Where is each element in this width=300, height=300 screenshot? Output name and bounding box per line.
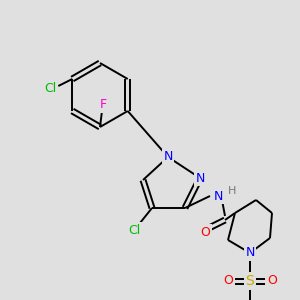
Text: Cl: Cl [128, 224, 140, 236]
Text: N: N [195, 172, 205, 184]
Text: O: O [267, 274, 277, 287]
Text: S: S [246, 274, 254, 288]
Text: N: N [213, 190, 223, 202]
Text: F: F [99, 98, 106, 112]
Text: H: H [228, 186, 236, 196]
Text: N: N [163, 151, 173, 164]
Text: O: O [223, 274, 233, 287]
Text: N: N [245, 247, 255, 260]
Text: O: O [200, 226, 210, 238]
Text: Cl: Cl [44, 82, 56, 95]
